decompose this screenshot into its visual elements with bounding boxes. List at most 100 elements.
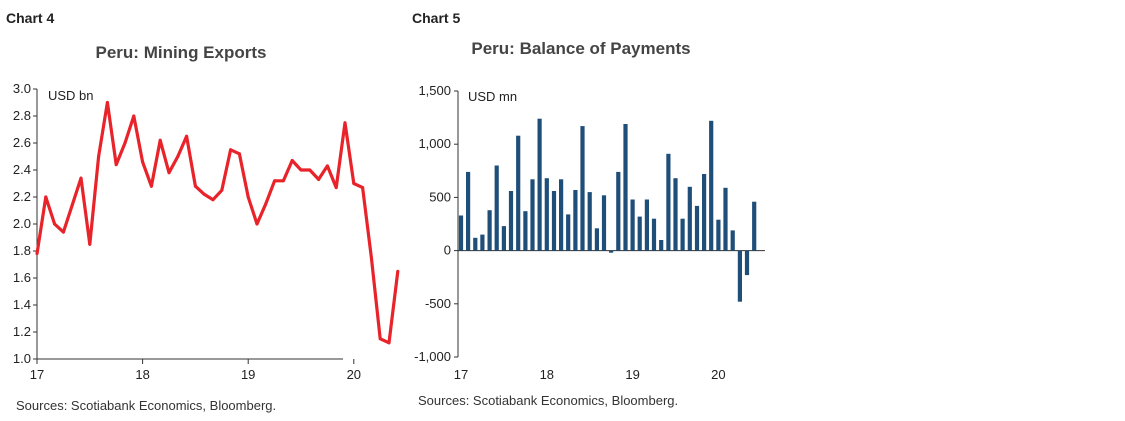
chart5-y-tick-label: -500 [425, 296, 451, 311]
chart4-data-point [237, 152, 241, 156]
chart4-data-point [149, 184, 153, 188]
chart4-data-point [202, 192, 206, 196]
chart5-y-tick-label: 1,000 [418, 136, 451, 151]
chart4-data-point [141, 160, 145, 164]
chart5-bar [644, 199, 649, 251]
chart5-bar [516, 135, 521, 251]
chart4-x-tick-label: 17 [30, 367, 44, 382]
chart5-bar [551, 191, 557, 251]
chart4-data-point [334, 186, 338, 190]
chart5-unit-label: USD mn [468, 89, 517, 104]
chart4-data-point [387, 341, 391, 345]
chart5-bar [573, 190, 578, 251]
chart5-bar [508, 191, 514, 251]
chart4-data-point [132, 114, 136, 118]
chart4-y-tick-label: 1.2 [13, 324, 31, 339]
chart4-data-point [369, 256, 373, 260]
chart4-title: Peru: Mining Exports [96, 43, 267, 62]
chart5-bar [537, 118, 542, 251]
chart4-data-point [220, 188, 224, 192]
chart5-x-tick-label: 17 [454, 367, 468, 382]
chart4-data-point [246, 195, 250, 199]
chart4-data-point [317, 177, 321, 181]
chart4-data-point [255, 222, 259, 226]
chart4-data-point [88, 242, 92, 246]
chart5-bar [466, 171, 471, 251]
chart5-bar [494, 165, 499, 251]
chart4-data-point [79, 176, 83, 180]
chart4-y-tick-label: 1.4 [13, 297, 31, 312]
chart5-bar [730, 230, 735, 251]
chart4-y-tick-label: 3.0 [13, 81, 31, 96]
chart4-data-point [35, 252, 39, 256]
chart4-data-point [281, 179, 285, 183]
chart5-bar [501, 226, 506, 251]
chart5-y-tick-label: 0 [444, 243, 451, 258]
chart5-bar [544, 178, 549, 251]
chart4-data-point [325, 164, 329, 168]
chart4-data-point [61, 230, 65, 234]
chart4-data-point [343, 121, 347, 125]
chart5-title: Peru: Balance of Payments [471, 39, 690, 58]
chart4-data-point [44, 195, 48, 199]
chart5-y-tick-label: 1,500 [418, 83, 451, 98]
chart5-bar [566, 214, 571, 251]
chart4-data-point [361, 186, 365, 190]
chart5-bar [630, 199, 635, 251]
chart4-data-point [176, 155, 180, 158]
chart5-plot [458, 118, 757, 302]
chart4-plot [35, 100, 400, 345]
chart5-bar [487, 210, 492, 251]
chart4-y-tick-label: 2.4 [13, 162, 31, 177]
chart4-x-tick-label: 18 [135, 367, 149, 382]
chart4-y-tick-label: 2.2 [13, 189, 31, 204]
chart5-bar [623, 124, 628, 251]
chart4-data-point [264, 202, 268, 206]
chart5-x-tick-label: 19 [625, 367, 639, 382]
chart4-data-point [114, 163, 118, 167]
chart4-data-point [299, 168, 303, 172]
chart5-bar [559, 179, 564, 251]
chart5-bar [752, 201, 757, 251]
chart5-bar [673, 178, 678, 251]
chart5-x-tick-label: 18 [540, 367, 554, 382]
chart4-y-tick-label: 2.6 [13, 135, 31, 150]
chart4-axes: 1.0 1.2 1.4 1.6 1.8 2.0 2.2 2.4 2.6 2.8 3.0 17 18 19 2… [13, 81, 361, 382]
chart5-bar [458, 215, 464, 251]
chart5-bar [601, 195, 607, 251]
chart4-series-line [35, 100, 400, 345]
chart4-unit-label: USD bn [48, 88, 94, 103]
chart5-bar [716, 219, 721, 251]
chart4-data-point [352, 182, 356, 185]
chart4-data-point [378, 337, 382, 341]
chart5-bar [530, 179, 535, 251]
chart5-bar [651, 218, 657, 251]
chart5-bar [680, 218, 685, 251]
chart4-data-point [193, 184, 197, 188]
chart4-y-tick-label: 1.6 [13, 270, 31, 285]
chart4-data-point [105, 101, 109, 104]
chart5-y-tick-label: 500 [429, 189, 451, 204]
chart5-bar [659, 240, 664, 251]
chart4-y-tick-label: 2.0 [13, 216, 31, 231]
chart5-x-tick-label: 20 [711, 367, 725, 382]
chart5-bar [637, 216, 642, 251]
chart4-y-tick-label: 1.8 [13, 243, 31, 258]
chart5-bar [523, 211, 528, 251]
chart5-bar [709, 120, 714, 251]
chart5-bar [666, 153, 671, 251]
chart5-bar [744, 250, 750, 276]
chart4-data-point [308, 168, 312, 172]
chart4-data-point [97, 155, 101, 158]
chart5-bar [580, 126, 585, 251]
chart5-bar [587, 192, 592, 251]
chart4-y-tick-label: 2.8 [13, 108, 31, 123]
chart4-data-point [229, 148, 233, 152]
chart4-data-point [273, 179, 277, 183]
chart5-y-tick-label: -1,000 [414, 349, 451, 364]
chart4-source: Sources: Scotiabank Economics, Bloomberg… [16, 398, 276, 413]
chart5-bar [473, 237, 478, 251]
chart4-label: Chart 4 [6, 10, 54, 26]
chart5-bar [694, 205, 700, 251]
